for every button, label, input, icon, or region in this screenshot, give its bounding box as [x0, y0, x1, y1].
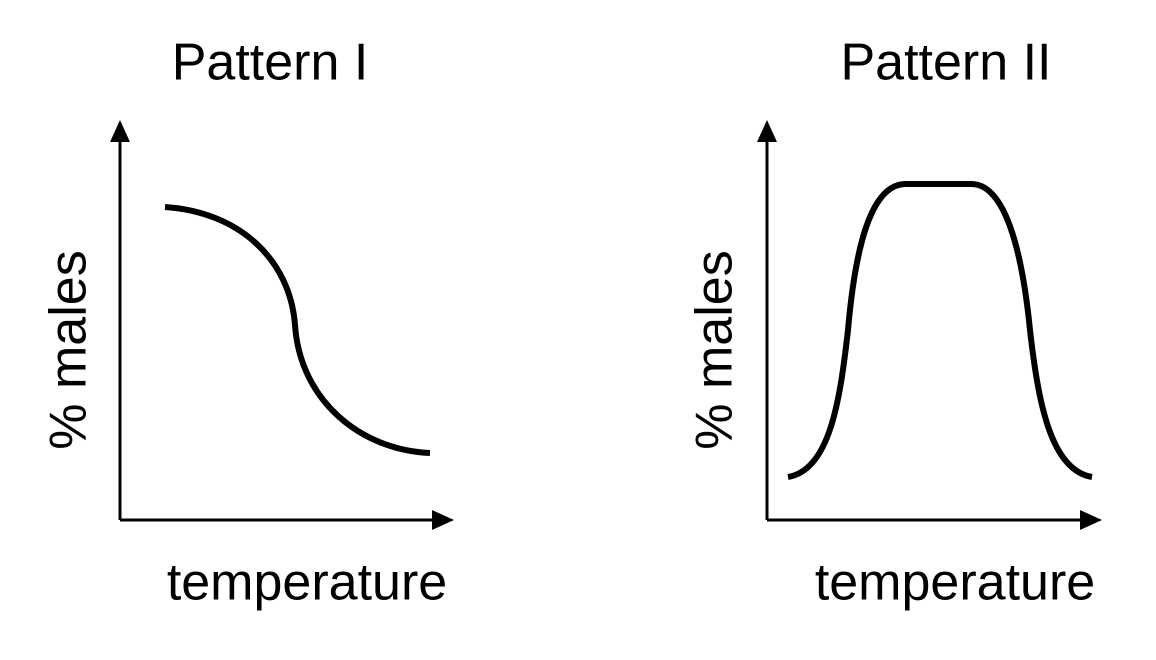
y-axis-arrow [757, 120, 777, 142]
panel-2: Pattern II % males temperature [686, 34, 1102, 612]
y-axis-label: % males [686, 250, 744, 449]
x-axis-arrow [1080, 510, 1102, 530]
curve [787, 181, 1093, 480]
x-axis-arrow [432, 510, 454, 530]
panel-1: Pattern I % males temperature [40, 34, 454, 612]
panel-title: Pattern I [172, 34, 369, 92]
x-axis-label: temperature [815, 554, 1095, 612]
panel-title: Pattern II [841, 34, 1052, 92]
curve [164, 204, 431, 456]
y-axis-label: % males [40, 250, 98, 449]
x-axis-label: temperature [167, 554, 447, 612]
y-axis-arrow [110, 120, 130, 142]
